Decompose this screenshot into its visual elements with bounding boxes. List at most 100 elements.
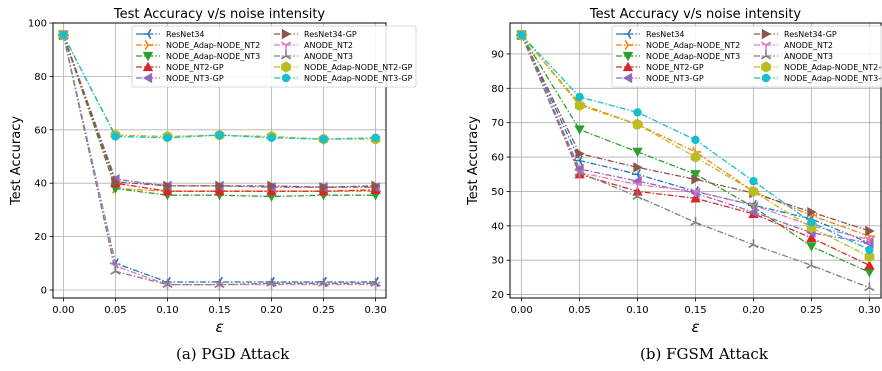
legend-marker-node-adap-node-nt3-gp bbox=[281, 73, 291, 83]
data-point-node-nt2-gp bbox=[266, 186, 277, 196]
data-point-node-adap-node-nt3-gp bbox=[517, 30, 526, 40]
data-point-anode-nt2 bbox=[864, 236, 875, 246]
data-point-node-adap-node-nt3 bbox=[806, 242, 817, 252]
data-point-node-adap-node-nt3 bbox=[574, 125, 585, 135]
y-tick-label: 90 bbox=[491, 49, 504, 60]
data-point-anode-nt3 bbox=[370, 277, 381, 287]
legend-label-node-adap-node-nt3-gp: NODE_Adap-NODE_NT3-GP bbox=[304, 74, 413, 83]
legend: ResNet34 NODE_Adap-NODE_NT2 NODE_Adap-NODE… bbox=[131, 25, 417, 88]
legend-label-anode-nt3: ANODE_NT3 bbox=[784, 52, 833, 61]
legend-label-resnet34-gp: ResNet34-GP bbox=[304, 30, 357, 39]
x-tick-label: 0.00 bbox=[52, 305, 74, 316]
chart-title: Test Accuracy v/s noise intensity bbox=[589, 7, 802, 22]
data-point-node-adap-node-nt2-gp bbox=[632, 118, 643, 131]
data-point-node-nt2-gp bbox=[690, 193, 701, 203]
y-tick-label: 20 bbox=[34, 232, 47, 243]
data-point-node-adap-node-nt3 bbox=[864, 268, 875, 278]
y-tick-label: 60 bbox=[491, 153, 504, 164]
legend-label-resnet34: ResNet34 bbox=[646, 30, 685, 39]
data-point-anode-nt2 bbox=[632, 181, 643, 191]
data-point-resnet34-gp bbox=[267, 180, 277, 192]
x-tick-label: 0.05 bbox=[104, 305, 126, 316]
x-tick-label: 0.10 bbox=[626, 305, 648, 316]
data-point-anode-nt3 bbox=[690, 216, 701, 226]
x-tick-label: 0.25 bbox=[800, 305, 822, 316]
legend-marker-node-adap-node-nt2 bbox=[624, 39, 634, 51]
y-tick-label: 0 bbox=[41, 285, 47, 296]
data-point-node-nt2-gp bbox=[318, 186, 329, 196]
data-point-resnet34-gp bbox=[807, 206, 817, 218]
data-point-anode-nt3 bbox=[864, 282, 875, 292]
chart-panel-fgsm: 0.00 0.05 0.10 0.15 0.20 0.25 0.30 20 30 40 50 60 70… bbox=[466, 7, 882, 336]
data-point-node-nt2-gp bbox=[214, 186, 225, 196]
legend-label-node-adap-node-nt2: NODE_Adap-NODE_NT2 bbox=[166, 41, 260, 50]
data-point-anode-nt3 bbox=[162, 279, 173, 289]
data-point-anode-nt2 bbox=[748, 201, 759, 211]
legend-label-node-adap-node-nt3: NODE_Adap-NODE_NT3 bbox=[646, 52, 740, 61]
y-tick-label: 30 bbox=[491, 256, 504, 267]
data-point-anode-nt3 bbox=[110, 265, 121, 275]
y-axis-label: Test Accuracy bbox=[9, 116, 24, 206]
x-tick-label: 0.30 bbox=[364, 305, 386, 316]
data-point-anode-nt3 bbox=[632, 191, 643, 201]
x-tick-label: 0.05 bbox=[568, 305, 590, 316]
data-point-anode-nt3 bbox=[806, 259, 817, 269]
legend-marker-node-adap-node-nt2 bbox=[144, 39, 154, 51]
data-point-node-adap-node-nt3-gp bbox=[267, 133, 276, 143]
legend-label-node-adap-node-nt3: NODE_Adap-NODE_NT3 bbox=[166, 52, 260, 61]
y-tick-label: 80 bbox=[491, 84, 504, 95]
legend-marker-node-adap-node-nt2-gp bbox=[761, 61, 771, 73]
data-point-anode-nt3 bbox=[266, 277, 277, 287]
y-tick-label: 20 bbox=[491, 290, 504, 301]
legend-marker-resnet34 bbox=[622, 28, 632, 40]
data-point-node-adap-node-nt3-gp bbox=[319, 134, 328, 144]
legend-marker-node-adap-node-nt2-gp bbox=[281, 61, 291, 73]
data-point-node-adap-node-nt3 bbox=[632, 147, 643, 158]
legend-label-node-nt3-gp: NODE_NT3-GP bbox=[166, 74, 224, 83]
data-point-resnet34-gp bbox=[865, 225, 875, 237]
data-point-node-adap-node-nt3-gp bbox=[633, 108, 642, 117]
data-point-resnet34-gp bbox=[691, 174, 701, 185]
legend-marker-node-adap-node-nt3-gp bbox=[761, 73, 771, 83]
legend-marker-node-adap-node-nt3 bbox=[142, 51, 154, 62]
data-point-node-adap-node-nt3-gp bbox=[371, 133, 380, 143]
x-tick-label: 0.15 bbox=[684, 305, 706, 316]
legend-label-node-adap-node-nt3-gp: NODE_Adap-NODE_NT3-GP bbox=[784, 74, 882, 83]
data-point-node-nt2-gp bbox=[162, 186, 173, 196]
legend-marker-node-nt2-gp bbox=[622, 61, 634, 72]
x-tick-label: 0.15 bbox=[208, 305, 230, 316]
caption-pgd: (a) PGD Attack bbox=[176, 345, 290, 363]
legend-marker-node-nt3-gp bbox=[142, 72, 153, 84]
legend: ResNet34 NODE_Adap-NODE_NT2 NODE_Adap-NODE… bbox=[611, 25, 882, 88]
x-axis-label: ε bbox=[691, 318, 699, 336]
legend-label-node-adap-node-nt2-gp: NODE_Adap-NODE_NT2-GP bbox=[304, 63, 413, 72]
data-point-anode-nt3 bbox=[748, 239, 759, 249]
data-point-resnet34-gp bbox=[371, 180, 381, 192]
data-point-anode-nt3 bbox=[318, 277, 329, 287]
data-point-node-adap-node-nt3-gp bbox=[111, 132, 120, 141]
data-point-node-adap-node-nt3-gp bbox=[163, 133, 172, 143]
chart-title: Test Accuracy v/s noise intensity bbox=[113, 7, 326, 22]
x-axis-label: ε bbox=[215, 318, 223, 336]
y-tick-label: 40 bbox=[491, 221, 504, 232]
legend-label-resnet34-gp: ResNet34-GP bbox=[784, 30, 837, 39]
y-tick-label: 50 bbox=[491, 187, 504, 198]
legend-marker-node-adap-node-nt3 bbox=[622, 51, 634, 62]
legend-marker-anode-nt2 bbox=[760, 41, 772, 51]
x-tick-label: 0.20 bbox=[260, 305, 282, 316]
data-point-resnet34-gp bbox=[633, 162, 643, 173]
y-tick-label: 40 bbox=[34, 179, 47, 190]
data-point-anode-nt3 bbox=[574, 167, 585, 176]
legend-marker-anode-nt2 bbox=[280, 41, 292, 51]
legend-label-anode-nt3: ANODE_NT3 bbox=[304, 52, 353, 61]
legend-marker-resnet34 bbox=[142, 28, 152, 40]
data-point-anode-nt3 bbox=[214, 279, 225, 289]
data-point-node-adap-node-nt3-gp bbox=[215, 130, 224, 140]
x-tick-label: 0.25 bbox=[312, 305, 334, 316]
y-tick-label: 80 bbox=[34, 72, 47, 83]
y-tick-label: 100 bbox=[28, 19, 47, 30]
x-tick-label: 0.10 bbox=[156, 305, 178, 316]
y-tick-label: 60 bbox=[34, 125, 47, 136]
legend-marker-resnet34-gp bbox=[281, 28, 292, 40]
